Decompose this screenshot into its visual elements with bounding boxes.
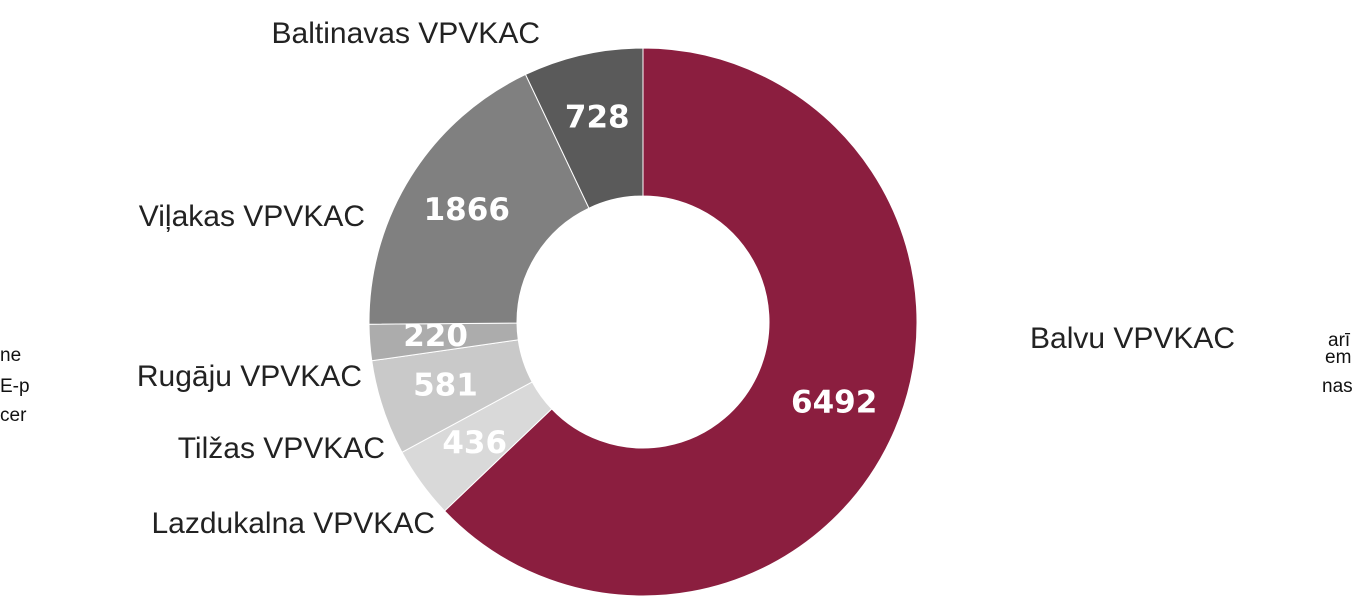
doc-fragment: em [1325, 347, 1351, 368]
category-label: Lazdukalna VPVKAC [151, 507, 435, 540]
doc-fragment: ne [0, 345, 21, 366]
donut-slice [368, 73, 590, 325]
category-label: Tilžas VPVKAC [178, 432, 385, 465]
category-label: Baltinavas VPVKAC [272, 17, 540, 50]
value-label: 6492 [791, 384, 877, 420]
category-label: Rugāju VPVKAC [137, 360, 362, 393]
doc-fragment: E-p [0, 376, 30, 397]
doc-fragment: cer [0, 405, 27, 426]
value-label: 436 [442, 425, 507, 461]
donut-slice [443, 47, 918, 597]
donut-slice [524, 47, 644, 209]
doc-fragment: arī [1328, 330, 1351, 351]
category-label: Balvu VPVKAC [1030, 322, 1235, 355]
value-label: 1866 [424, 192, 510, 228]
value-label: 728 [565, 100, 630, 136]
value-label: 581 [413, 368, 478, 404]
category-label: Viļakas VPVKAC [139, 200, 365, 233]
doc-fragment: nas [1322, 376, 1353, 397]
